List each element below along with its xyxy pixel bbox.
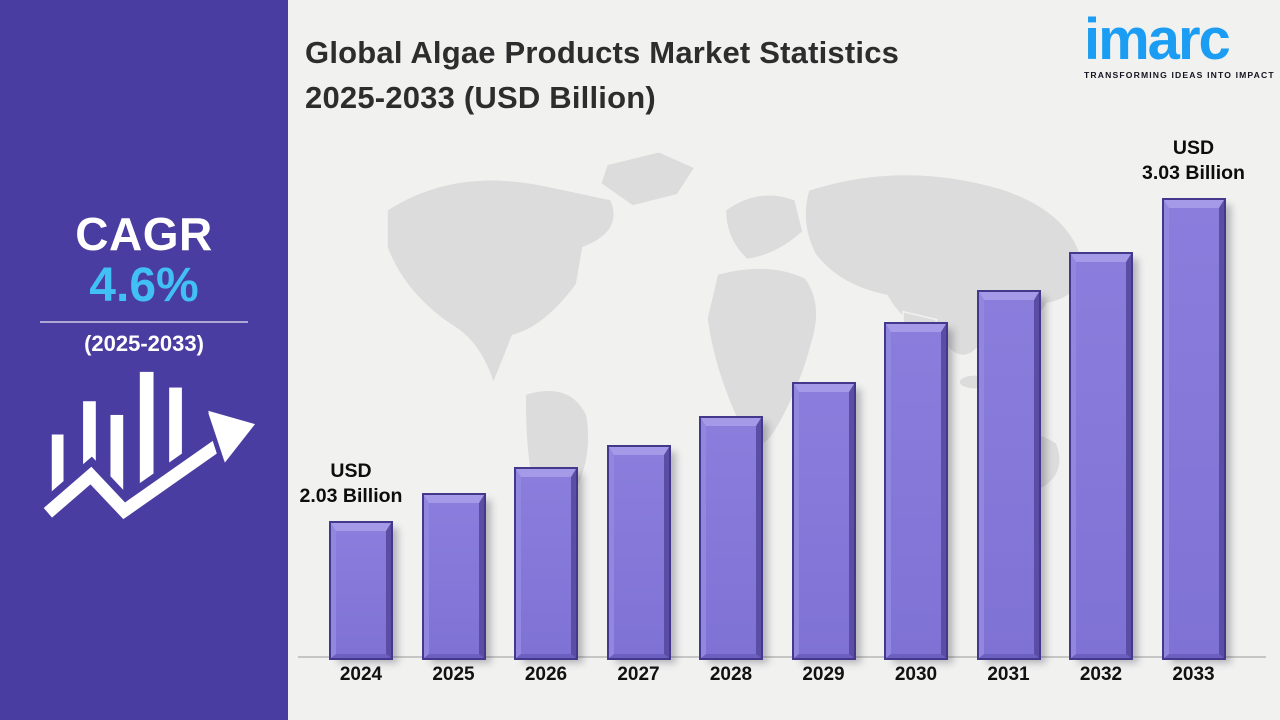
bar-2027: [606, 445, 671, 660]
x-axis-label-2026: 2026: [524, 664, 568, 685]
x-axis-label-2030: 2030: [894, 664, 938, 685]
cagr-value: 4.6%: [89, 259, 199, 313]
title-line-1: Global Algae Products Market Statistics: [305, 35, 900, 70]
value-label-2024: USD 2.03 Billion: [299, 460, 403, 507]
cagr-block: CAGR 4.6% (2025-2033): [0, 210, 288, 357]
x-axis-label-2028: 2028: [709, 664, 753, 685]
bar-2031: [976, 290, 1041, 660]
bar-2033: [1161, 198, 1226, 660]
x-axis-label-2027: 2027: [617, 664, 660, 685]
sidebar: CAGR 4.6% (2025-2033): [0, 0, 288, 720]
chart-area: Global Algae Products Market Statistics …: [288, 0, 1280, 720]
cagr-period: (2025-2033): [84, 331, 204, 357]
cagr-divider: [40, 321, 248, 324]
x-axis-label-2029: 2029: [802, 664, 845, 685]
bar-2025: [421, 493, 486, 660]
imarc-logo-wordmark: imarc: [1084, 7, 1231, 72]
title-line-2: 2025-2033 (USD Billion): [305, 80, 656, 115]
imarc-logo-tagline: TRANSFORMING IDEAS INTO IMPACT: [1084, 69, 1275, 80]
page-title: Global Algae Products Market Statistics …: [305, 30, 1045, 120]
bar-2032: [1069, 252, 1133, 660]
x-axis-label-2025: 2025: [432, 664, 475, 685]
bar-2026: [514, 467, 578, 660]
x-axis-label-2024: 2024: [339, 664, 383, 685]
bar-2028: [699, 416, 763, 660]
x-axis-label-2031: 2031: [987, 664, 1030, 685]
bar-2024: [329, 521, 393, 660]
growth-chart-icon: [42, 371, 264, 529]
imarc-logo: imarc TRANSFORMING IDEAS INTO IMPACT: [1084, 7, 1275, 80]
bar-2030: [884, 322, 948, 660]
cagr-label: CAGR: [75, 208, 213, 260]
plot: 2024 USD 2.03 Billion 2025 2026 2027 2028 2029 2…: [288, 0, 1280, 720]
bar-2029: [791, 382, 856, 660]
x-axis-line: [298, 656, 1266, 658]
value-label-2033: USD 3.03 Billion: [1142, 137, 1245, 184]
x-axis-label-2032: 2032: [1079, 664, 1123, 685]
x-axis-label-2033: 2033: [1172, 664, 1215, 685]
